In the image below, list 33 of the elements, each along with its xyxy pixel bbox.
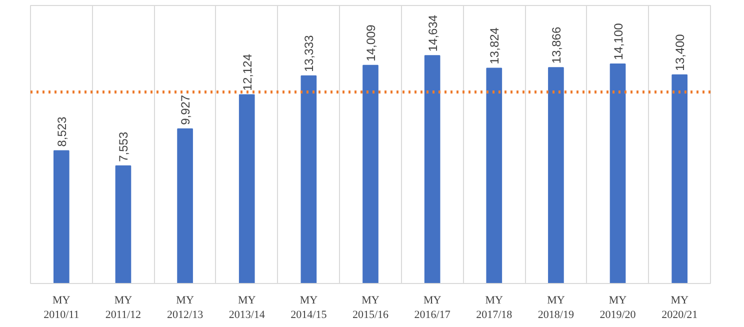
bar bbox=[424, 55, 440, 284]
x-tick-label: MY 2010/11 bbox=[44, 294, 80, 321]
x-tick-label: MY 2011/12 bbox=[105, 294, 142, 321]
bar bbox=[115, 165, 132, 284]
data-label: 7,553 bbox=[116, 132, 131, 162]
bar bbox=[486, 68, 502, 284]
x-tick-label: MY 2013/14 bbox=[228, 294, 266, 321]
x-tick-label: MY 2020/21 bbox=[662, 294, 698, 321]
bar bbox=[672, 74, 688, 284]
bar bbox=[53, 150, 70, 284]
data-label: 13,333 bbox=[302, 34, 316, 72]
x-tick-label: MY 2017/18 bbox=[476, 294, 513, 321]
data-label: 8,523 bbox=[54, 116, 69, 147]
bar bbox=[300, 75, 317, 284]
x-tick-label: MY 2012/13 bbox=[167, 294, 204, 321]
bar bbox=[362, 64, 378, 284]
data-label: 13,866 bbox=[549, 26, 564, 64]
x-tick-label: MY 2018/19 bbox=[538, 294, 574, 321]
data-label: 14,009 bbox=[364, 24, 378, 62]
bar bbox=[238, 94, 255, 284]
data-label: 14,634 bbox=[426, 14, 440, 52]
x-tick-label: MY 2019/20 bbox=[600, 294, 636, 321]
x-tick-label: MY 2014/15 bbox=[290, 294, 328, 321]
bar bbox=[177, 128, 193, 284]
data-label: 9,927 bbox=[178, 94, 193, 125]
data-label: 13,824 bbox=[488, 27, 502, 64]
bar bbox=[548, 67, 564, 284]
data-label: 14,100 bbox=[611, 22, 626, 60]
data-label: 12,124 bbox=[240, 54, 254, 91]
x-tick-label: MY 2015/16 bbox=[352, 294, 390, 321]
x-tick-label: MY 2016/17 bbox=[414, 294, 451, 321]
data-label: 13,400 bbox=[673, 34, 688, 71]
bar bbox=[610, 63, 626, 284]
